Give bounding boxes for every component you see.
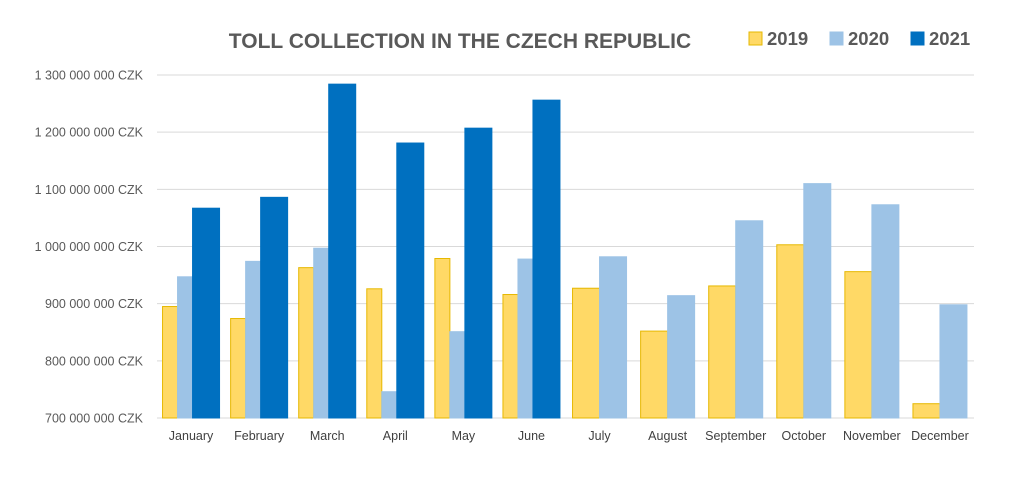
bar-2019-june — [502, 294, 519, 419]
bar-2019-july — [572, 287, 601, 419]
legend-swatch-2020 — [829, 31, 844, 46]
bar-2019-january — [162, 306, 179, 419]
bar-2021-may — [464, 127, 493, 419]
bar-2019-february — [230, 318, 247, 419]
x-tick-label: December — [911, 429, 969, 443]
legend: 2019 2020 2021 — [748, 28, 970, 49]
bar-2020-february — [245, 260, 262, 419]
bar-2020-june — [517, 258, 534, 419]
bar-2020-january — [177, 276, 194, 419]
x-tick-label: August — [648, 429, 687, 443]
x-tick-label: July — [588, 429, 611, 443]
y-tick-label: 1 100 000 000 CZK — [35, 183, 144, 197]
y-tick-label: 1 300 000 000 CZK — [35, 69, 144, 83]
bar-2019-august — [640, 330, 669, 419]
bar-2020-december — [939, 304, 968, 419]
legend-swatch-2021 — [910, 31, 925, 46]
x-tick-label: November — [843, 429, 901, 443]
bar-2020-november — [871, 204, 900, 419]
x-tick-label: May — [452, 429, 476, 443]
bar-2021-february — [260, 196, 289, 419]
legend-swatch-2019 — [748, 31, 763, 46]
y-tick-label: 1 200 000 000 CZK — [35, 126, 144, 140]
x-tick-label: March — [310, 429, 345, 443]
x-tick-label: September — [705, 429, 766, 443]
x-tick-label: January — [169, 429, 214, 443]
bar-2019-may — [434, 258, 451, 419]
bar-2021-january — [192, 207, 221, 419]
legend-label-2019: 2019 — [767, 28, 808, 49]
bar-2019-march — [298, 267, 315, 419]
bars — [162, 83, 968, 419]
bar-2019-october — [776, 244, 805, 419]
x-tick-label: June — [518, 429, 545, 443]
bar-2020-october — [803, 183, 832, 419]
bar-2021-april — [396, 142, 425, 419]
bar-2020-march — [313, 247, 330, 419]
x-axis-labels: January February March April May June July Augu… — [169, 429, 969, 443]
bar-2020-september — [735, 220, 764, 419]
bar-2020-july — [599, 256, 628, 419]
y-tick-label: 1 000 000 000 CZK — [35, 240, 144, 254]
bar-2019-december — [912, 403, 941, 419]
legend-label-2020: 2020 — [848, 28, 889, 49]
bar-2020-april — [381, 391, 398, 419]
bar-2020-august — [667, 295, 696, 419]
x-tick-label: April — [383, 429, 408, 443]
y-tick-label: 900 000 000 CZK — [45, 297, 144, 311]
y-tick-label: 800 000 000 CZK — [45, 354, 144, 368]
bar-2020-may — [449, 331, 466, 419]
bar-2021-june — [532, 99, 561, 419]
bar-2019-november — [844, 271, 873, 419]
bar-2021-march — [328, 83, 357, 419]
bar-2019-april — [366, 288, 383, 419]
gridlines — [157, 74, 974, 419]
legend-label-2021: 2021 — [929, 28, 970, 49]
y-axis-labels: 700 000 000 CZK 800 000 000 CZK 900 000 00… — [35, 69, 144, 426]
y-tick-label: 700 000 000 CZK — [45, 412, 144, 426]
x-tick-label: February — [234, 429, 285, 443]
x-tick-label: October — [782, 429, 826, 443]
chart-title: TOLL COLLECTION IN THE CZECH REPUBLIC — [229, 30, 691, 53]
bar-2019-september — [708, 285, 737, 419]
